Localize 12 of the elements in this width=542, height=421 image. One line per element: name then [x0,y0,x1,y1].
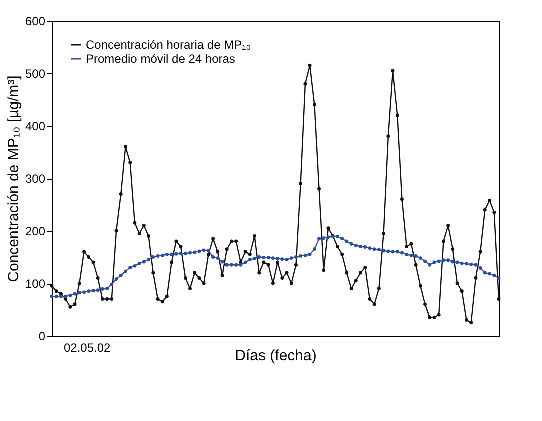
y-tick-label: 600 [25,14,46,28]
y-tick-label: 100 [25,277,46,291]
y-tick-label: 500 [25,67,46,81]
text: 02.05.02 [64,341,112,355]
y-tick-label: 0 [38,330,46,344]
y-axis-title: Concentración de MP₁₀ [µg/m³] [5,76,22,282]
legend-label: Promedio móvil de 24 horas [86,52,236,66]
y-tick-label: 400 [25,120,46,134]
x-axis-title: Días (fecha) [235,348,317,364]
legend-label: Concentración horaria de MP₁₀ [86,38,252,52]
y-tick-label: 300 [25,172,46,186]
y-tick-label: 200 [25,224,46,238]
